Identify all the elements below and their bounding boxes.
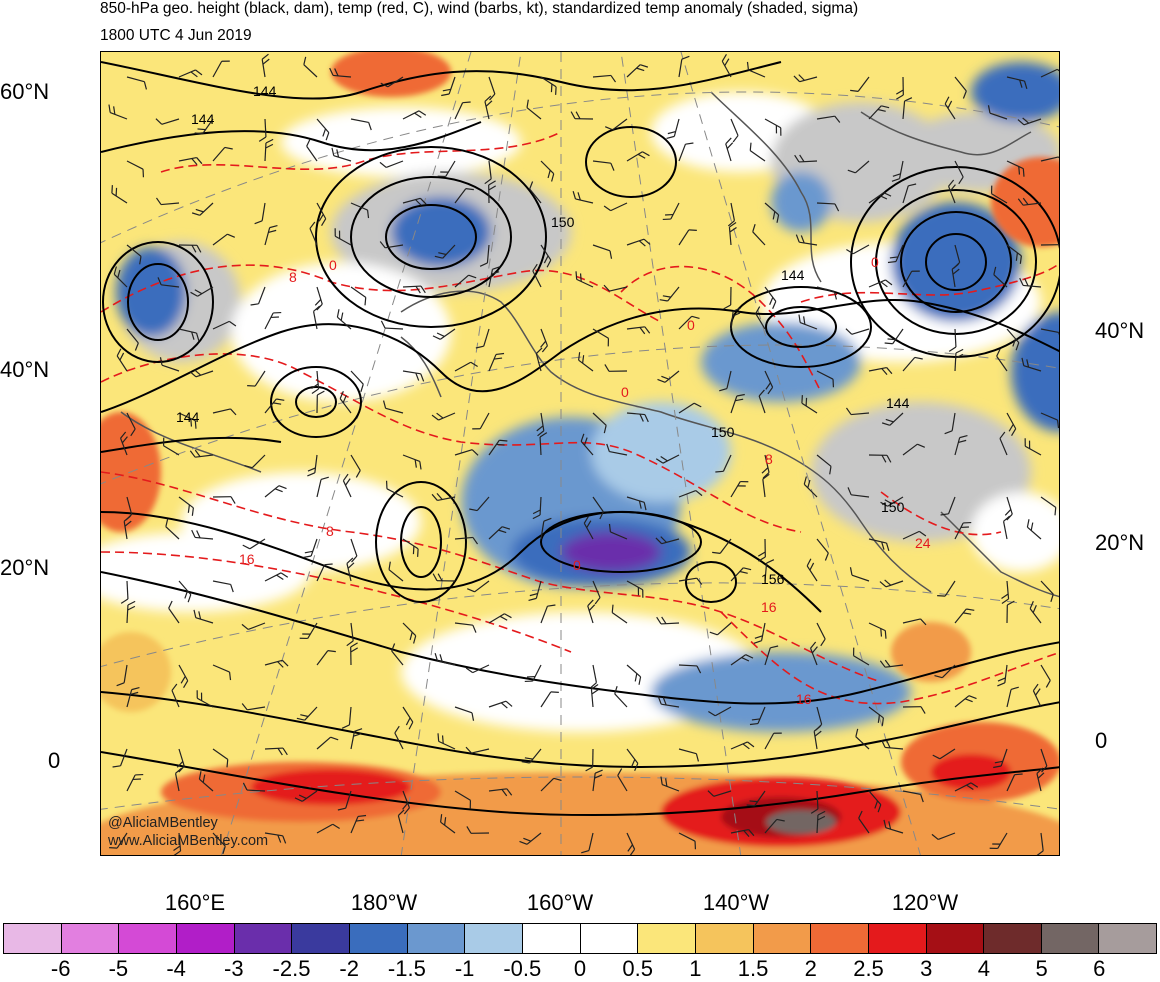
colorbar-swatch <box>4 924 62 953</box>
map-plot: 144 144 150 144 144 144 150 150 156 8 0 … <box>101 52 1060 856</box>
colorbar-label: -4 <box>166 956 186 982</box>
colorbar-swatch <box>754 924 812 953</box>
height-label: 144 <box>781 267 805 283</box>
lat-label-left: 40°N <box>0 357 49 383</box>
colorbar-label: 0.5 <box>622 956 653 982</box>
height-label: 144 <box>191 111 215 127</box>
colorbar-label: 2.5 <box>853 956 884 982</box>
temp-label: 16 <box>796 691 812 707</box>
temp-label: 8 <box>326 523 334 539</box>
height-label: 150 <box>711 424 735 440</box>
temp-label: 0 <box>573 557 581 573</box>
colorbar-swatch <box>696 924 754 953</box>
colorbar-swatch <box>350 924 408 953</box>
colorbar-label: 2 <box>805 956 817 982</box>
colorbar-label: -1.5 <box>388 956 426 982</box>
colorbar-label: 5 <box>1035 956 1047 982</box>
colorbar-swatch <box>869 924 927 953</box>
colorbar-swatch <box>292 924 350 953</box>
colorbar-swatch <box>465 924 523 953</box>
colorbar-label: -2 <box>339 956 359 982</box>
colorbar-swatch <box>1099 924 1156 953</box>
colorbar-label: -6 <box>51 956 71 982</box>
height-label: 156 <box>761 571 785 587</box>
temp-label: 0 <box>871 254 879 270</box>
colorbar-swatch <box>177 924 235 953</box>
temp-label: 0 <box>621 384 629 400</box>
colorbar-label: 3 <box>920 956 932 982</box>
temp-label: 0 <box>329 257 337 273</box>
temp-label: 0 <box>687 317 695 333</box>
lon-label: 180°W <box>351 890 417 916</box>
height-label: 144 <box>253 83 277 99</box>
temp-label: 8 <box>289 269 297 285</box>
lon-label: 160°W <box>527 890 593 916</box>
valid-time: 1800 UTC 4 Jun 2019 <box>100 27 252 45</box>
colorbar-swatch <box>62 924 120 953</box>
colorbar-swatch <box>119 924 177 953</box>
temp-label: 8 <box>765 451 773 467</box>
colorbar-label: 0 <box>574 956 586 982</box>
colorbar-swatch <box>1042 924 1100 953</box>
lat-label-right: 40°N <box>1095 318 1144 344</box>
colorbar-swatch <box>523 924 581 953</box>
lat-label-right: 20°N <box>1095 530 1144 556</box>
colorbar-label: -0.5 <box>503 956 541 982</box>
credit-handle: @AliciaMBentley <box>108 815 218 831</box>
colorbar-label: -1 <box>455 956 475 982</box>
colorbar-swatch <box>638 924 696 953</box>
colorbar-label: 1 <box>689 956 701 982</box>
colorbar-label: -2.5 <box>273 956 311 982</box>
lon-label: 140°W <box>703 890 769 916</box>
colorbar-label: 1.5 <box>738 956 769 982</box>
height-label: 150 <box>881 499 905 515</box>
lon-label: 160°E <box>165 890 225 916</box>
map-panel: 144 144 150 144 144 144 150 150 156 8 0 … <box>100 51 1060 856</box>
map-title: 850-hPa geo. height (black, dam), temp (… <box>100 0 858 18</box>
colorbar-swatch <box>581 924 639 953</box>
colorbar <box>3 923 1157 954</box>
colorbar-swatch <box>235 924 293 953</box>
lat-label-left: 60°N <box>0 79 49 105</box>
height-label: 144 <box>176 409 200 425</box>
height-label: 150 <box>551 214 575 230</box>
colorbar-swatch <box>984 924 1042 953</box>
colorbar-swatch <box>811 924 869 953</box>
colorbar-label: -5 <box>109 956 129 982</box>
temp-label: 16 <box>761 599 777 615</box>
colorbar-label: 6 <box>1093 956 1105 982</box>
lat-label-left: 0 <box>48 748 60 774</box>
lon-label: 120°W <box>892 890 958 916</box>
colorbar-swatch <box>927 924 985 953</box>
colorbar-swatch <box>408 924 466 953</box>
lat-label-left: 20°N <box>0 555 49 581</box>
credit-website: www.AliciaMBentley.com <box>108 833 268 849</box>
colorbar-label: 4 <box>978 956 990 982</box>
temp-label: 24 <box>915 535 931 551</box>
lat-label-right: 0 <box>1095 728 1107 754</box>
temp-label: 16 <box>239 551 255 567</box>
height-label: 144 <box>886 395 910 411</box>
colorbar-label: -3 <box>224 956 244 982</box>
